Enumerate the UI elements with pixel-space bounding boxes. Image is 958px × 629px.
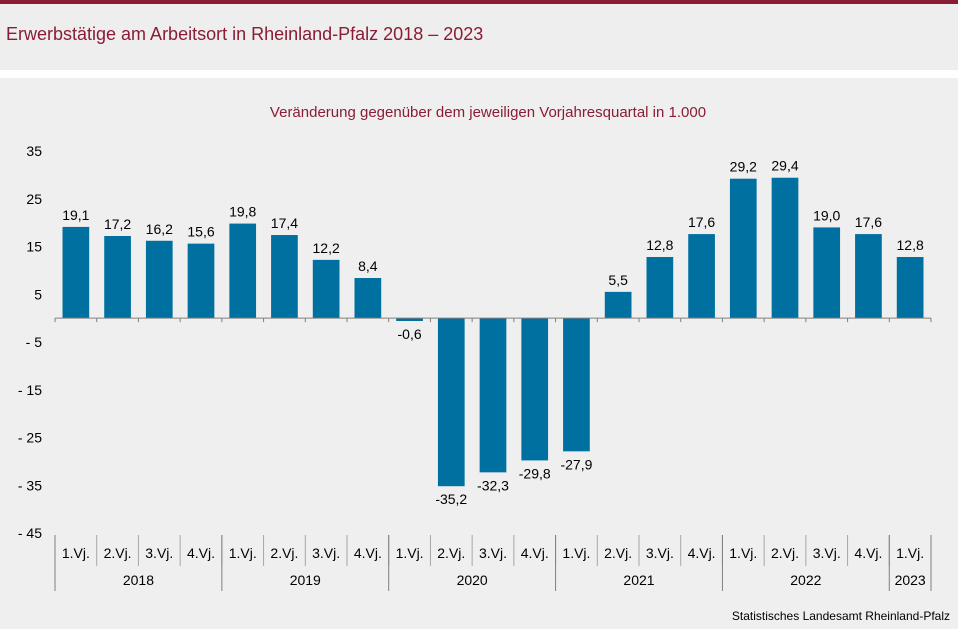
bar-chart: Veränderung gegenüber dem jeweiligen Vor… [18,104,932,591]
data-label: 17,4 [271,215,298,231]
year-label: 2019 [290,572,321,588]
chart-subtitle: Veränderung gegenüber dem jeweiligen Vor… [270,104,706,121]
quarter-label: 2.Vj. [270,545,298,561]
year-label: 2022 [790,572,821,588]
bar [771,177,799,319]
year-label: 2021 [623,572,654,588]
y-tick-label: 35 [26,143,42,159]
quarter-label: 3.Vj. [312,545,340,561]
year-label: 2023 [895,572,926,588]
quarter-label: 4.Vj. [854,545,882,561]
bar [855,234,882,319]
data-label: 19,8 [229,204,256,220]
quarter-label: 1.Vj. [896,545,924,561]
data-label: -29,8 [519,465,551,481]
quarter-label: 3.Vj. [813,545,841,561]
quarter-label: 1.Vj. [229,545,257,561]
y-tick-label: - 5 [26,334,43,350]
bar [229,223,257,319]
bar [104,235,131,319]
data-label: 8,4 [358,258,378,274]
data-label: -27,9 [560,456,592,472]
bar-series [62,177,924,487]
bar [563,318,590,452]
data-label: -32,3 [477,477,509,493]
quarter-label: 4.Vj. [521,545,549,561]
data-label: 12,8 [897,237,924,253]
data-label: 5,5 [608,272,628,288]
quarter-label: 2.Vj. [771,545,799,561]
bar [646,257,674,319]
data-label: -0,6 [398,326,422,342]
data-label: 19,1 [62,207,89,223]
bar [479,318,507,473]
bar [688,234,715,319]
quarter-label: 3.Vj. [646,545,674,561]
y-axis-ticks: 35 25 15 5 - 5 - 15 - 25 - 35 - 45 [18,143,42,541]
bar [396,318,423,321]
quarter-label: 2.Vj. [437,545,465,561]
bar [437,318,465,487]
data-label: 29,4 [771,158,798,174]
data-label: 17,6 [688,214,715,230]
bar [187,243,215,319]
x-axis-year-labels: 2018 2019 2020 2021 2022 2023 [123,572,926,588]
bar [604,291,632,319]
bar [354,278,382,319]
quarter-label: 3.Vj. [145,545,173,561]
quarter-label: 4.Vj. [688,545,716,561]
header-bar: Erwerbstätige am Arbeitsort in Rheinland… [0,4,958,70]
data-label: 16,2 [146,221,173,237]
bar [813,227,841,319]
y-tick-label: 25 [26,191,42,207]
quarter-label: 4.Vj. [187,545,215,561]
y-tick-label: - 25 [18,430,42,446]
bar [521,318,549,461]
quarter-label: 1.Vj. [562,545,590,561]
y-tick-label: 15 [26,239,42,255]
bar [145,240,173,319]
y-tick-label: 5 [34,286,42,302]
x-axis-quarter-labels: 1.Vj. 2.Vj. 3.Vj. 4.Vj. 1.Vj. 2.Vj. 3.Vj. 4.Vj.… [62,545,924,561]
quarter-label: 1.Vj. [62,545,90,561]
data-label: 12,2 [313,240,340,256]
bar [271,235,298,319]
bar [896,257,924,319]
data-label: 19,0 [813,207,840,223]
source-note: Statistisches Landesamt Rheinland-Pfalz [731,609,950,623]
y-tick-label: - 15 [18,382,42,398]
quarter-label: 3.Vj. [479,545,507,561]
y-tick-label: - 35 [18,477,42,493]
quarter-label: 2.Vj. [104,545,132,561]
bar [62,226,90,319]
page-title: Erwerbstätige am Arbeitsort in Rheinland… [6,24,484,44]
data-labels: 19,1 17,2 16,2 15,6 19,8 17,4 12,2 8,4 -0,6 -35,2… [62,158,924,507]
bar [729,178,757,319]
chart-panel: Veränderung gegenüber dem jeweiligen Vor… [0,78,958,629]
year-label: 2020 [457,572,488,588]
data-label: 29,2 [730,159,757,175]
x-axis [54,317,932,591]
top-accent-rule [0,0,958,4]
data-label: -35,2 [435,491,467,507]
quarter-label: 2.Vj. [604,545,632,561]
year-label: 2018 [123,572,154,588]
bar [312,259,340,319]
quarter-label: 1.Vj. [729,545,757,561]
data-label: 17,6 [855,214,882,230]
quarter-label: 4.Vj. [354,545,382,561]
quarter-label: 1.Vj. [396,545,424,561]
data-label: 15,6 [187,224,214,240]
data-label: 17,2 [104,216,131,232]
data-label: 12,8 [646,237,673,253]
y-tick-label: - 45 [18,525,42,541]
